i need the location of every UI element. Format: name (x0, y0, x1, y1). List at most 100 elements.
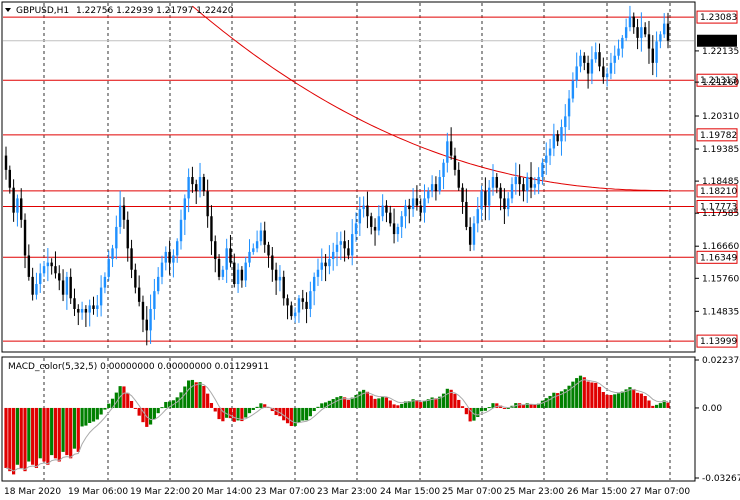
macd-bar (88, 407, 92, 423)
macd-bar (34, 407, 39, 468)
candle-body (187, 177, 190, 199)
candle-body (487, 187, 491, 206)
macd-bar (605, 394, 609, 408)
candle-body (609, 62, 613, 74)
macd-bar (255, 406, 259, 408)
candle-body (50, 262, 53, 267)
candle-body (290, 305, 293, 317)
macd-bar (57, 407, 61, 462)
candle-body (461, 187, 464, 202)
candle-body (510, 184, 514, 199)
macd-bar (563, 389, 567, 408)
candle-body (480, 191, 483, 210)
macd-bar (129, 400, 134, 408)
macd-bar (651, 405, 655, 408)
candle-body (252, 248, 255, 252)
macd-bar (502, 407, 507, 409)
level-label: 1.18210 (700, 187, 737, 197)
macd-bar (247, 407, 252, 414)
moving-average-line (192, 5, 668, 192)
macd-bar (187, 380, 191, 408)
candle-body (514, 177, 518, 185)
candle-body (590, 59, 594, 74)
macd-bar (343, 397, 347, 408)
vertical-grid (43, 3, 671, 480)
candle-body (54, 266, 57, 274)
candle-body (366, 205, 369, 217)
macd-bar (529, 404, 533, 408)
candle-body (659, 34, 662, 42)
candle-body (134, 269, 137, 288)
macd-bar (152, 407, 156, 420)
price-axis: 1.23083 1.21313 1.19782 1.18210 1.17773 1.163… (695, 10, 739, 348)
candle-body (4, 155, 8, 170)
candle-body (411, 198, 415, 210)
level-label-box (696, 184, 738, 198)
macd-bar (422, 400, 427, 408)
candle-body (293, 312, 297, 317)
macd-bar (244, 407, 248, 418)
macd-bar (369, 395, 373, 408)
candle-body (153, 291, 156, 309)
symbol-header[interactable]: GBPUSD,H1 1.22756 1.22939 1.21797 1.2242… (5, 6, 234, 16)
macd-bar (31, 407, 35, 465)
macd-bar (620, 391, 624, 408)
macd-bar (396, 405, 400, 408)
macd-bar (658, 403, 662, 408)
current-price-box (697, 34, 737, 47)
macd-bar (384, 397, 389, 408)
candle-body (141, 301, 145, 320)
candle-body (636, 27, 639, 38)
candle-body (61, 280, 65, 295)
candle-body (449, 141, 453, 156)
candle-body (316, 269, 320, 277)
macd-signal-line (5, 379, 669, 472)
candle-body (468, 226, 472, 245)
macd-bar (95, 407, 99, 420)
macd-bar (202, 385, 206, 408)
level-label-box (696, 199, 738, 213)
candle-body (103, 276, 107, 288)
candle-body (404, 205, 407, 217)
candle-body (434, 184, 438, 192)
candle-body (297, 298, 301, 313)
level-label-box (696, 250, 738, 264)
ohlc-values: 1.22756 1.22939 1.21797 1.22420 (76, 6, 234, 16)
time-label: 23 Mar 23:00 (317, 487, 377, 497)
candle-body (122, 205, 126, 220)
macd-bar (567, 385, 571, 408)
dropdown-triangle-icon[interactable] (5, 8, 11, 12)
macd-bar (12, 407, 16, 475)
macd-bar (80, 407, 84, 427)
candle-body (564, 116, 567, 128)
macd-bar (571, 381, 575, 408)
macd-bar (578, 375, 583, 408)
candle-body (335, 244, 339, 252)
macd-bar (495, 403, 499, 408)
candle-body (347, 248, 350, 256)
candle-body (438, 177, 441, 192)
macd-bar (76, 407, 80, 452)
macd-bar (240, 407, 244, 422)
candle-body (529, 177, 533, 188)
candle-body (602, 66, 605, 78)
macd-bar (537, 403, 541, 408)
price-tick-label: 1.14835 (702, 307, 739, 317)
candle-body (545, 155, 548, 163)
candle-body (415, 198, 419, 206)
level-label: 1.17773 (700, 202, 737, 212)
macd-bar (506, 407, 510, 409)
macd-bar (597, 386, 602, 408)
candle-body (628, 16, 632, 28)
candle-body (58, 273, 61, 281)
macd-bar (274, 407, 278, 416)
candle-body (27, 255, 31, 277)
price-tick-label: 1.21260 (702, 78, 739, 88)
macd-bar (175, 397, 179, 408)
macd-bar (415, 400, 419, 408)
macd-bar (426, 399, 430, 408)
candle-body (210, 216, 213, 242)
candle-body (80, 308, 84, 313)
candle-body (88, 305, 91, 313)
